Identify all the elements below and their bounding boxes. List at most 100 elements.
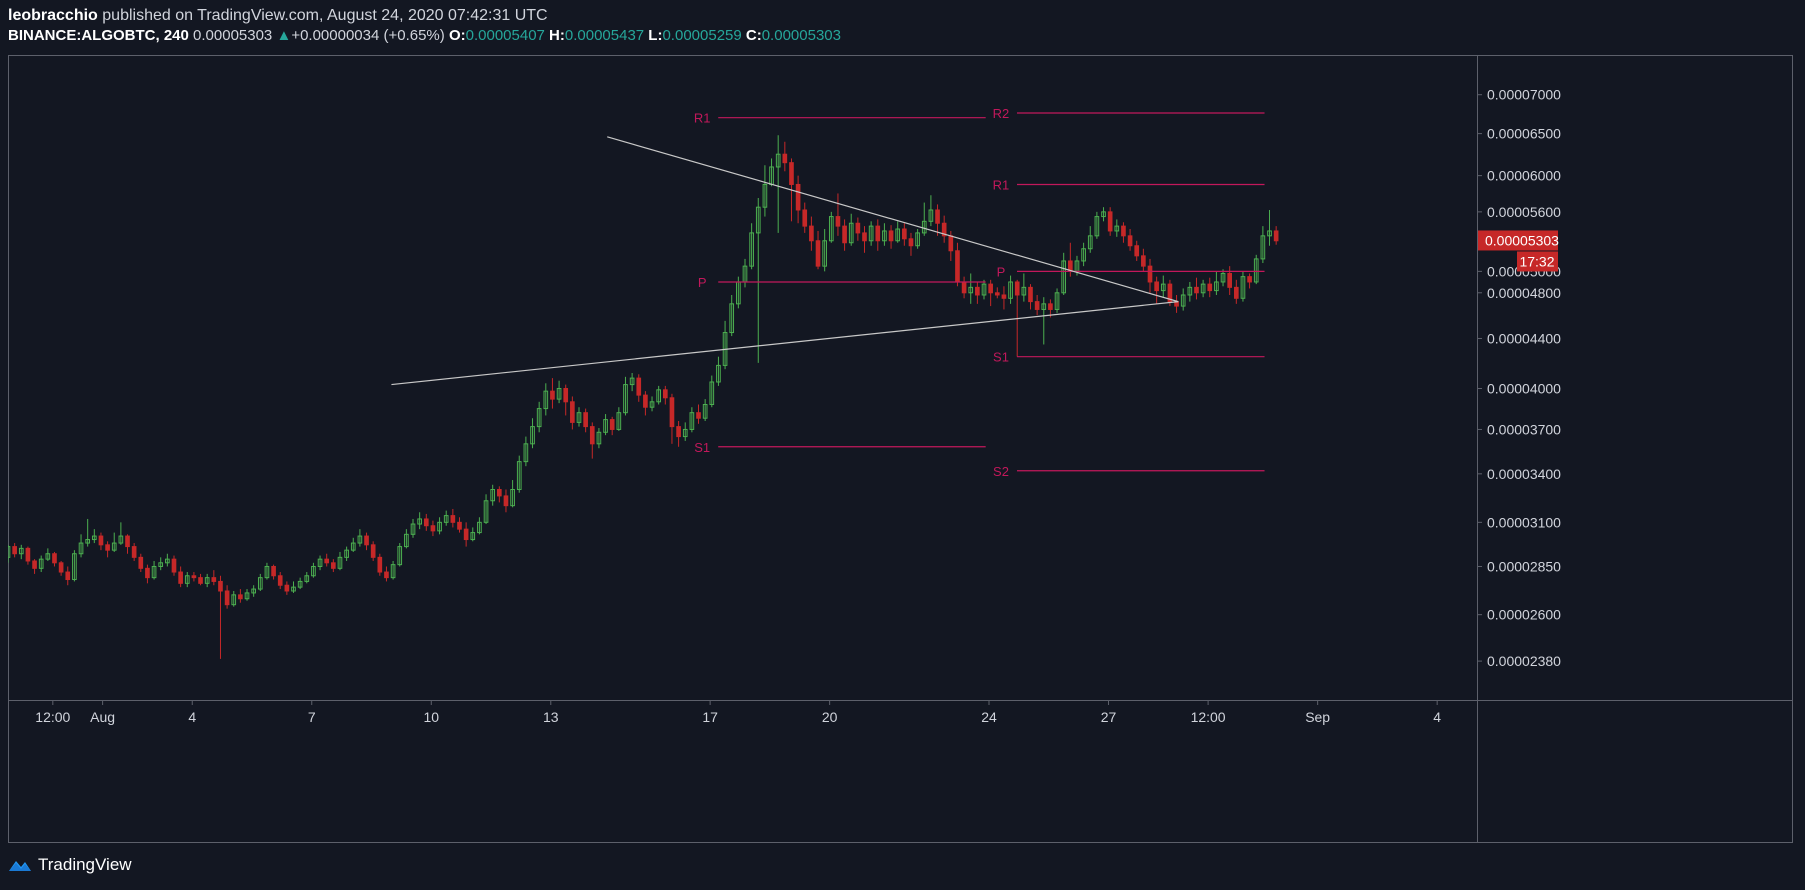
- pivot-levels[interactable]: R1 P S1 R2 R1 P S1 S2: [694, 106, 1265, 479]
- candle: [1121, 222, 1126, 243]
- candle: [915, 229, 920, 249]
- candle-body: [145, 567, 150, 579]
- candle-body: [762, 183, 768, 208]
- candle: [696, 404, 701, 424]
- price-axis[interactable]: 0.00007000 0.00006500 0.00006000 0.00005600…: [1477, 87, 1561, 669]
- candle: [603, 414, 608, 436]
- candle-body: [158, 562, 164, 567]
- candle: [742, 258, 748, 288]
- candle-body: [304, 575, 310, 582]
- candle-body: [211, 577, 217, 582]
- time-tick-label: 7: [308, 709, 316, 725]
- trendlines[interactable]: [391, 136, 1179, 386]
- candle: [516, 455, 522, 493]
- candle: [1147, 258, 1153, 293]
- candle: [131, 543, 137, 561]
- candle: [417, 512, 422, 530]
- candle-body: [583, 412, 588, 428]
- tradingview-brand[interactable]: TradingView: [8, 855, 132, 875]
- candle-body: [935, 209, 940, 224]
- candle: [988, 279, 993, 307]
- candle-body: [503, 495, 509, 507]
- trendline-descending[interactable]: [607, 136, 1179, 303]
- price-chart[interactable]: 0.00007000 0.00006500 0.00006000 0.00005600…: [8, 55, 1793, 843]
- candle: [1273, 226, 1279, 245]
- candle-body: [902, 228, 907, 240]
- candle: [490, 484, 496, 506]
- candle: [1233, 279, 1239, 304]
- candle-body: [1160, 283, 1166, 292]
- last-price: 0.00005303: [193, 27, 273, 44]
- time-tick-label: 4: [1433, 709, 1441, 725]
- trendline-ascending[interactable]: [391, 301, 1179, 386]
- candle-body: [682, 428, 688, 438]
- candle: [384, 566, 389, 582]
- time-tick-label: 24: [981, 709, 997, 725]
- candles: [8, 135, 1279, 659]
- candle-body: [1034, 301, 1040, 310]
- candle-body: [1220, 272, 1226, 283]
- time-axis[interactable]: 12:00 Aug 4 7 10 13 17 20 24 27 12:00 Sep 4: [35, 700, 1441, 725]
- time-tick-label: 12:00: [1191, 709, 1226, 725]
- candle: [1174, 294, 1179, 313]
- candle: [1160, 275, 1166, 298]
- candle-body: [271, 565, 276, 577]
- candle-body: [1121, 225, 1126, 237]
- candle-body: [636, 377, 642, 396]
- candle: [1253, 254, 1259, 285]
- candle-body: [975, 286, 980, 296]
- candle: [636, 374, 642, 402]
- candle-body: [337, 556, 343, 569]
- candle-body: [862, 232, 867, 242]
- candle-body: [1094, 216, 1100, 237]
- candle-body: [65, 571, 71, 581]
- candle: [72, 550, 77, 582]
- time-tick-label: 12:00: [35, 709, 70, 725]
- candle-body: [603, 419, 608, 433]
- candle: [961, 276, 967, 299]
- candle-body: [91, 535, 97, 541]
- candle: [224, 585, 230, 609]
- candle: [111, 532, 117, 552]
- candle: [271, 564, 276, 580]
- price-tick-label: 0.00003400: [1487, 466, 1561, 482]
- candle: [377, 553, 383, 576]
- candle-body: [178, 571, 183, 584]
- candle-body: [822, 240, 827, 267]
- candle: [1081, 242, 1086, 267]
- candle: [888, 225, 894, 249]
- candle-body: [1101, 211, 1106, 218]
- brand-text: TradingView: [38, 855, 132, 874]
- price-tick-label: 0.00002850: [1487, 558, 1561, 574]
- candle-body: [443, 515, 449, 523]
- candle: [1008, 275, 1013, 304]
- candle-body: [543, 390, 549, 410]
- candle-body: [423, 518, 429, 527]
- candle-body: [702, 404, 708, 419]
- candle: [669, 393, 675, 444]
- chart-area[interactable]: 0.00007000 0.00006500 0.00006000 0.00005600…: [8, 55, 1793, 843]
- candle: [975, 281, 980, 304]
- candle: [331, 559, 336, 573]
- candle-body: [224, 590, 230, 606]
- candle: [171, 555, 177, 576]
- candle-body: [629, 377, 635, 386]
- candle-body: [244, 592, 250, 600]
- candle-body: [662, 389, 668, 399]
- pivot-label: S2: [993, 464, 1009, 479]
- candle: [749, 223, 754, 270]
- candle-body: [344, 549, 349, 558]
- candle: [350, 537, 356, 552]
- candle-body: [988, 283, 993, 294]
- candle: [543, 383, 549, 416]
- candle-body: [32, 560, 37, 569]
- candle: [1154, 276, 1159, 304]
- price-tick-label: 0.00007000: [1487, 87, 1561, 103]
- candle-body: [483, 500, 489, 523]
- candle-body: [968, 286, 974, 294]
- candle-body: [948, 235, 954, 252]
- author-name[interactable]: leobracchio: [8, 7, 98, 24]
- candle-body: [85, 539, 91, 544]
- candle: [357, 529, 363, 547]
- candle: [204, 573, 210, 588]
